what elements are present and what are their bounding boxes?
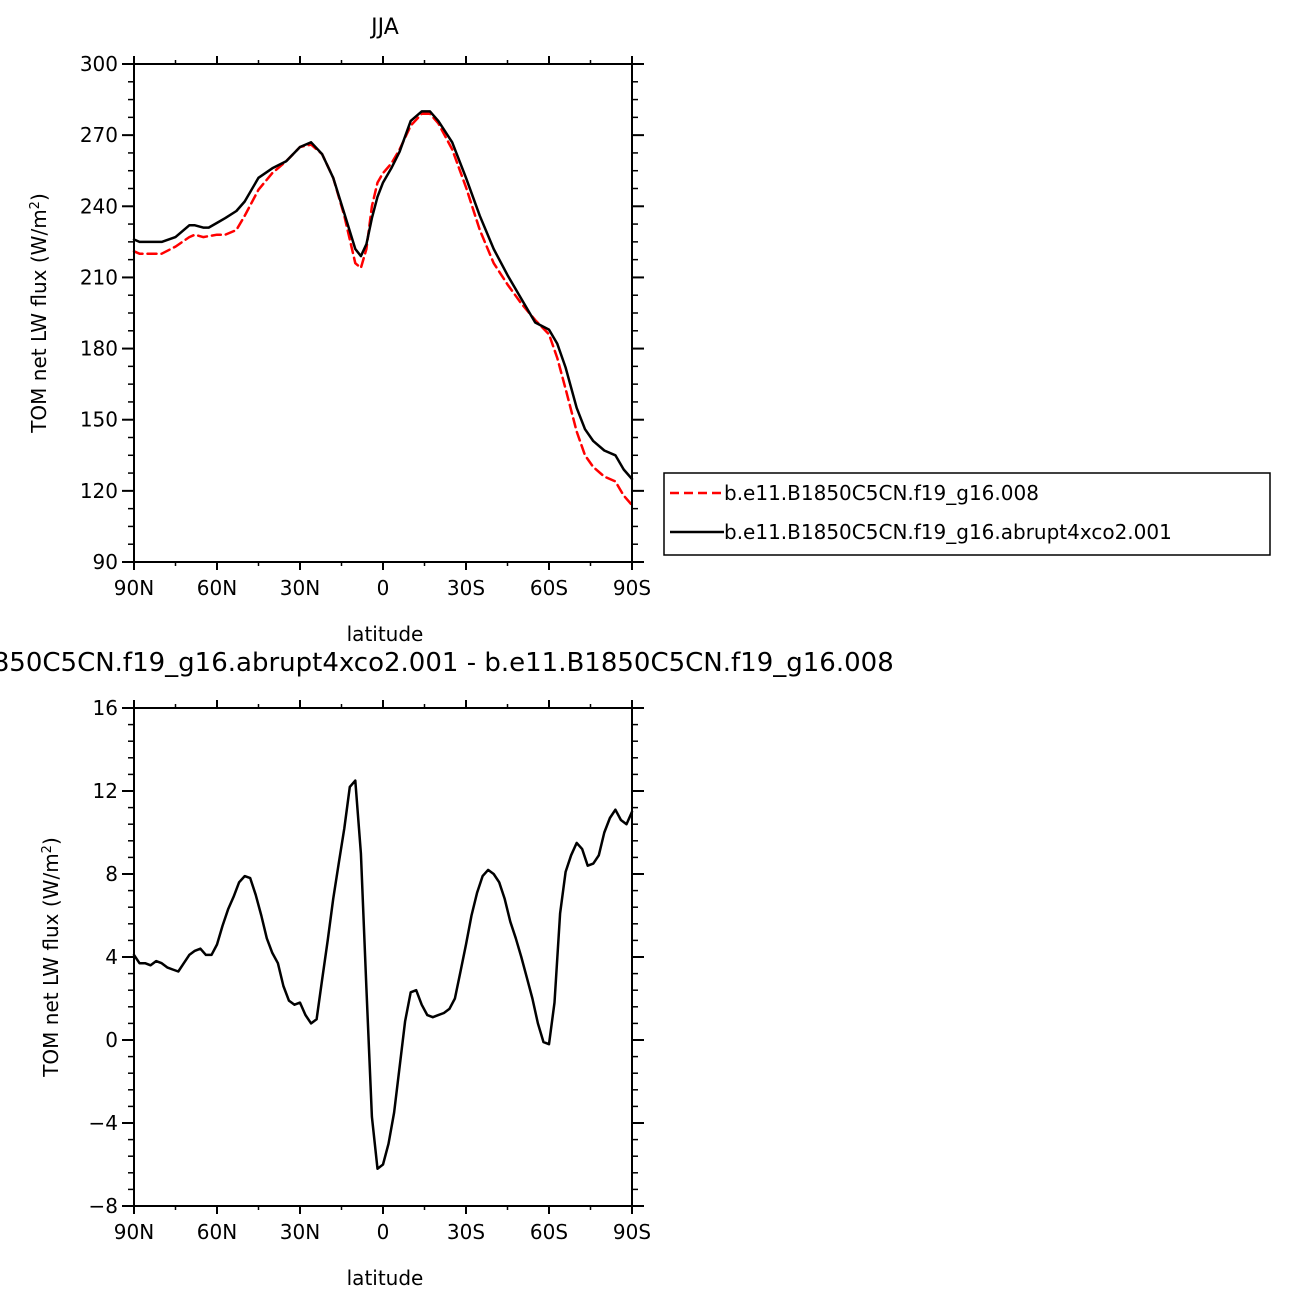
top-chart-y-axis-label: TOM net LW flux (W/m2) xyxy=(27,193,51,434)
legend-label-series-1: b.e11.B1850C5CN.f19_g16.008 xyxy=(724,481,1039,505)
bottom-chart-plot-frame xyxy=(133,707,633,1207)
y-tick-label: 180 xyxy=(80,337,118,361)
bottom-chart-ticks: 90N 60N 30N 0 30S 60S 90S −8 −4 0 4 8 12 16 xyxy=(89,696,652,1244)
top-chart-series-line-1 xyxy=(132,112,634,507)
y-tick-label: 240 xyxy=(80,194,118,218)
x-tick-label: 30N xyxy=(280,576,320,600)
bottom-chart-series-line-1 xyxy=(132,779,634,1170)
x-tick-label: 60N xyxy=(197,1220,237,1244)
x-tick-label: 60N xyxy=(197,576,237,600)
top-chart-x-axis-label: latitude xyxy=(347,622,424,646)
y-tick-label: 12 xyxy=(93,779,118,803)
y-tick-label: 4 xyxy=(105,945,118,969)
top-chart-y-axis-label-end: ) xyxy=(27,193,51,201)
y-tick-label: 150 xyxy=(80,408,118,432)
top-chart-y-axis-label-main: TOM net LW flux (W/m xyxy=(27,209,51,433)
top-chart: JJA 90N 60N 30N 0 30S 60S 90S 90 120 150 180 210 240… xyxy=(27,15,1271,646)
x-tick-label: 90N xyxy=(114,1220,154,1244)
x-tick-label: 0 xyxy=(377,576,390,600)
legend-frame xyxy=(663,472,1271,556)
y-tick-label: −4 xyxy=(89,1111,118,1135)
bottom-chart-y-axis-label-sup: 2 xyxy=(40,845,55,853)
top-chart-legend: b.e11.B1850C5CN.f19_g16.008 b.e11.B1850C… xyxy=(663,472,1271,556)
top-chart-plot-frame xyxy=(133,63,633,563)
y-tick-label: 270 xyxy=(80,123,118,147)
y-tick-label: −8 xyxy=(89,1194,118,1218)
y-tick-label: 16 xyxy=(93,696,118,720)
bottom-chart-y-axis-label-end: ) xyxy=(39,837,63,845)
x-tick-label: 0 xyxy=(377,1220,390,1244)
y-tick-label: 300 xyxy=(80,52,118,76)
bottom-chart-x-axis-label: latitude xyxy=(347,1266,424,1290)
top-chart-series-line-2 xyxy=(132,110,634,481)
bottom-chart-title: b.e11.B1850C5CN.f19_g16.abrupt4xco2.001 … xyxy=(0,648,894,678)
x-tick-label: 60S xyxy=(530,1220,568,1244)
y-tick-label: 90 xyxy=(93,550,118,574)
x-tick-label: 60S xyxy=(530,576,568,600)
x-tick-label: 90S xyxy=(613,1220,651,1244)
y-tick-label: 8 xyxy=(105,862,118,886)
bottom-chart-y-axis-label: TOM net LW flux (W/m2) xyxy=(39,837,63,1078)
x-tick-label: 30N xyxy=(280,1220,320,1244)
top-chart-ticks: 90N 60N 30N 0 30S 60S 90S 90 120 150 180 210 240 270 3… xyxy=(80,52,651,600)
legend-label-series-2: b.e11.B1850C5CN.f19_g16.abrupt4xco2.001 xyxy=(724,520,1172,544)
x-tick-label: 90N xyxy=(114,576,154,600)
bottom-chart-y-axis-label-main: TOM net LW flux (W/m xyxy=(39,853,63,1077)
bottom-chart: b.e11.B1850C5CN.f19_g16.abrupt4xco2.001 … xyxy=(0,648,894,1290)
top-chart-title: JJA xyxy=(369,15,399,40)
x-tick-label: 30S xyxy=(447,576,485,600)
bottom-chart-series xyxy=(132,779,634,1170)
top-chart-y-axis-label-sup: 2 xyxy=(28,201,43,209)
top-chart-series xyxy=(132,110,634,507)
x-tick-label: 90S xyxy=(613,576,651,600)
x-tick-label: 30S xyxy=(447,1220,485,1244)
y-tick-label: 0 xyxy=(105,1028,118,1052)
y-tick-label: 120 xyxy=(80,479,118,503)
y-tick-label: 210 xyxy=(80,265,118,289)
